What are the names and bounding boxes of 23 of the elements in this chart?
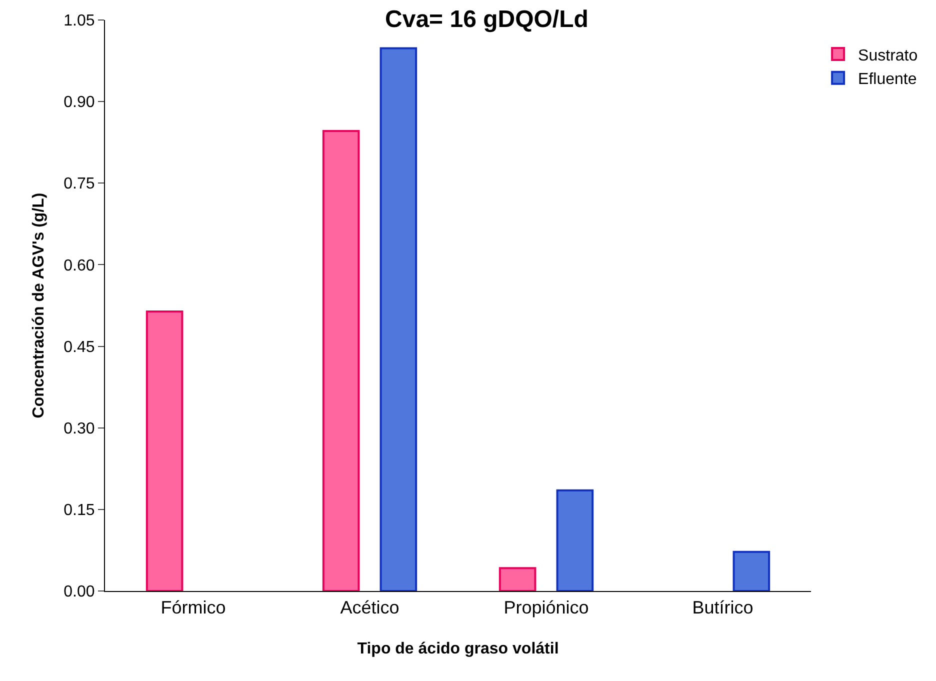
bar bbox=[732, 550, 770, 591]
legend-label: Sustrato bbox=[858, 47, 918, 64]
y-tick-label: 1.05 bbox=[64, 12, 95, 30]
x-tick-label: Fórmico bbox=[160, 598, 226, 618]
y-tick-label: 0.30 bbox=[64, 420, 95, 438]
bar bbox=[498, 567, 536, 591]
x-axis-title: Tipo de ácido graso volátil bbox=[357, 640, 559, 658]
bar bbox=[556, 489, 594, 591]
y-tick-label: 0.45 bbox=[64, 338, 95, 356]
y-tick-label: 0.90 bbox=[64, 94, 95, 112]
x-tick-label: Acético bbox=[340, 598, 400, 618]
x-tick-label: Propiónico bbox=[504, 598, 589, 618]
y-tick-label: 0.75 bbox=[64, 176, 95, 193]
y-tick-label: 0.15 bbox=[64, 502, 95, 520]
chart-title: Cva= 16 gDQO/Ld bbox=[385, 6, 588, 34]
x-tick-label: Butírico bbox=[692, 598, 754, 618]
y-tick-label: 0.00 bbox=[64, 584, 95, 601]
y-axis-title: Concentración de AGV's (g/L) bbox=[30, 192, 48, 418]
y-tick-label: 0.60 bbox=[64, 257, 95, 274]
bar bbox=[380, 47, 418, 591]
legend-label: Efluente bbox=[858, 71, 917, 88]
bar bbox=[146, 310, 184, 591]
bar bbox=[322, 130, 360, 591]
